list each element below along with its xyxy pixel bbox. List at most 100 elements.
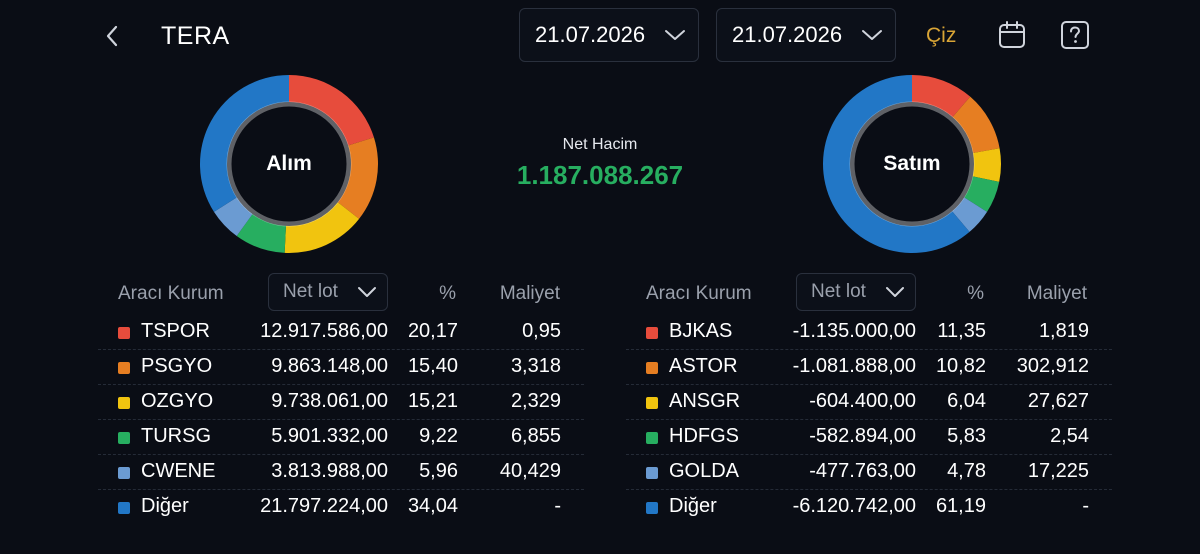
buy-metric-value: Net lot <box>283 281 338 302</box>
draw-button[interactable]: Çiz <box>926 24 957 47</box>
legend-swatch <box>646 397 658 409</box>
net-lot-value: 9.738.061,00 <box>271 390 388 412</box>
net-lot-value: -604.400,00 <box>809 390 916 412</box>
date-from-select[interactable]: 21.07.2026 <box>519 8 699 62</box>
table-row[interactable]: BJKAS -1.135.000,00 11,35 1,819 <box>626 315 1112 350</box>
net-lot-value: -6.120.742,00 <box>792 495 916 517</box>
table-row[interactable]: ASTOR -1.081.888,00 10,82 302,912 <box>626 350 1112 385</box>
sell-label: Satım <box>883 152 941 175</box>
donut-inner-ring <box>849 101 975 227</box>
pct-value: 6,04 <box>947 390 986 412</box>
date-to-value: 21.07.2026 <box>732 22 843 47</box>
cost-value: 6,855 <box>510 425 561 447</box>
pct-value: 15,40 <box>407 355 458 377</box>
legend-swatch <box>646 467 658 479</box>
table-row[interactable]: HDFGS -582.894,00 5,83 2,54 <box>626 420 1112 455</box>
buy-cost-header: Maliyet <box>499 283 560 304</box>
chevron-down-icon <box>665 30 685 40</box>
pct-value: 5,96 <box>419 460 458 482</box>
pct-value: 4,78 <box>947 460 986 482</box>
back-button[interactable] <box>98 18 126 54</box>
buy-broker-header: Aracı Kurum <box>118 283 224 304</box>
buy-donut-chart <box>200 75 378 253</box>
chevron-down-icon <box>862 30 882 40</box>
donut-slice <box>972 148 1001 182</box>
cost-value: 17,225 <box>1027 460 1089 482</box>
page-title: TERA <box>161 22 230 50</box>
chevron-down-icon <box>358 287 376 297</box>
legend-swatch <box>118 467 130 479</box>
broker-name: GOLDA <box>669 460 740 482</box>
table-row[interactable]: GOLDA -477.763,00 4,78 17,225 <box>626 455 1112 490</box>
legend-swatch <box>646 327 658 339</box>
calendar-button[interactable] <box>996 19 1028 51</box>
broker-name: CWENE <box>141 460 216 482</box>
table-row[interactable]: Diğer -6.120.742,00 61,19 - <box>626 490 1112 525</box>
broker-name: ANSGR <box>669 390 741 412</box>
donut-slice <box>823 75 970 253</box>
pct-value: 5,83 <box>947 425 986 447</box>
net-volume-label: Net Hacim <box>562 136 638 153</box>
cost-value: 3,318 <box>510 355 561 377</box>
sell-metric-select[interactable]: Net lot <box>796 273 916 311</box>
table-row[interactable]: TSPOR 12.917.586,00 20,17 0,95 <box>98 315 584 350</box>
broker-name: Diğer <box>669 495 717 517</box>
buy-table: TSPOR 12.917.586,00 20,17 0,95 PSGYO 9.863.14… <box>98 315 584 525</box>
chevron-down-icon <box>886 287 904 297</box>
donut-slice <box>284 202 360 253</box>
pct-value: 34,04 <box>407 495 458 517</box>
net-lot-value: -1.081.888,00 <box>792 355 916 377</box>
table-row[interactable]: ANSGR -604.400,00 6,04 27,627 <box>626 385 1112 420</box>
broker-name: TURSG <box>141 425 211 447</box>
net-lot-value: 12.917.586,00 <box>260 320 388 342</box>
sell-donut-chart <box>823 75 1001 253</box>
pct-value: 15,21 <box>407 390 458 412</box>
broker-name: ASTOR <box>669 355 738 377</box>
pct-value: 61,19 <box>935 495 986 517</box>
table-row[interactable]: Diğer 21.797.224,00 34,04 - <box>98 490 584 525</box>
table-row[interactable]: OZGYO 9.738.061,00 15,21 2,329 <box>98 385 584 420</box>
buy-metric-select[interactable]: Net lot <box>268 273 388 311</box>
net-lot-value: -477.763,00 <box>809 460 916 482</box>
help-button[interactable] <box>1059 19 1091 51</box>
broker-name: OZGYO <box>141 390 214 412</box>
legend-swatch <box>118 327 130 339</box>
net-lot-value: 5.901.332,00 <box>271 425 388 447</box>
table-row[interactable]: TURSG 5.901.332,00 9,22 6,855 <box>98 420 584 455</box>
legend-swatch <box>118 502 130 514</box>
cost-value: 2,54 <box>1050 425 1089 447</box>
net-lot-value: 9.863.148,00 <box>271 355 388 377</box>
sell-cost-header: Maliyet <box>1026 283 1087 304</box>
table-row[interactable]: CWENE 3.813.988,00 5,96 40,429 <box>98 455 584 490</box>
date-to-select[interactable]: 21.07.2026 <box>716 8 896 62</box>
sell-table: BJKAS -1.135.000,00 11,35 1,819 ASTOR -1.081.… <box>626 315 1112 525</box>
donut-slice <box>964 176 1000 212</box>
donut-slice <box>912 75 971 118</box>
net-lot-value: 3.813.988,00 <box>271 460 388 482</box>
net-volume-value: 1.187.088.267 <box>516 160 684 190</box>
broker-name: HDFGS <box>669 425 739 447</box>
calendar-icon <box>999 21 1025 48</box>
donut-slice <box>236 214 286 253</box>
net-lot-value: -1.135.000,00 <box>792 320 916 342</box>
donut-inner-ring <box>226 101 352 227</box>
cost-value: 2,329 <box>510 390 561 412</box>
broker-name: Diğer <box>141 495 189 517</box>
pct-value: 11,35 <box>937 320 986 342</box>
broker-name: PSGYO <box>141 355 213 377</box>
cost-value: 27,627 <box>1027 390 1089 412</box>
table-row[interactable]: PSGYO 9.863.148,00 15,40 3,318 <box>98 350 584 385</box>
pct-value: 20,17 <box>407 320 458 342</box>
donut-slice <box>337 137 378 219</box>
donut-hole <box>232 107 346 221</box>
cost-value: 302,912 <box>1016 355 1089 377</box>
sell-metric-value: Net lot <box>811 281 866 302</box>
donut-hole <box>855 107 969 221</box>
donut-slice <box>952 197 988 232</box>
pct-value: 10,82 <box>935 355 986 377</box>
legend-swatch <box>118 432 130 444</box>
legend-swatch <box>118 397 130 409</box>
donut-slice <box>289 75 374 146</box>
chevron-left-icon <box>106 25 118 47</box>
net-lot-value: 21.797.224,00 <box>260 495 388 517</box>
